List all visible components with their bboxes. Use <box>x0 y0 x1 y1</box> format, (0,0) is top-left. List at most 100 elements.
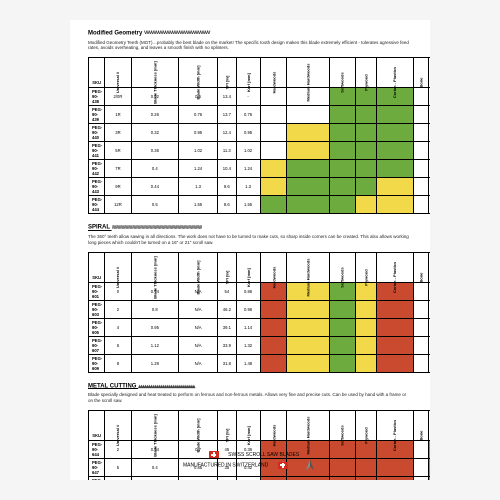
tpi-cell: 10.4 <box>218 160 237 178</box>
material-cell <box>413 106 428 124</box>
col-header: Universal # <box>105 252 131 282</box>
material-cell <box>330 196 355 214</box>
col-header: Blade Width [mm] <box>179 252 218 282</box>
section: Modified Geometry vvvvvvvvvvvvvvvvvvvvvv… <box>88 30 412 214</box>
material-cell <box>355 160 376 178</box>
thickness-cell: 1.28 <box>131 354 178 372</box>
section: SPIRAL ≋≋≋≋≋≋≋≋≋≋≋≋≋≋≋≋≋≋≋≋≋≋≋≋ The 360°… <box>88 224 412 372</box>
col-header: Alum., Brass, Copper <box>428 410 430 440</box>
kerf-cell: 1.32 <box>236 336 260 354</box>
width-cell: 1.02 <box>179 142 218 160</box>
col-header: SKU <box>89 252 105 282</box>
material-cell <box>260 178 287 196</box>
universal-cell: 4 <box>105 318 131 336</box>
thickness-cell: 0.95 <box>131 318 178 336</box>
material-cell <box>330 106 355 124</box>
material-cell <box>413 476 428 480</box>
material-cell <box>413 318 428 336</box>
sku-cell: PEG-90-441 <box>89 142 105 160</box>
material-cell <box>330 476 355 480</box>
material-cell <box>377 124 413 142</box>
material-cell <box>428 318 430 336</box>
material-cell <box>413 124 428 142</box>
thickness-cell: 0.5 <box>131 196 178 214</box>
material-cell <box>377 196 413 214</box>
col-header: Softwoods <box>330 252 355 282</box>
material-cell <box>287 354 330 372</box>
material-cell <box>260 318 287 336</box>
material-cell <box>413 142 428 160</box>
width-cell: N/A <box>179 300 218 318</box>
table-row: PEG-90-442 7R 0.4 1.24 10.4 1.24 10-30 ● <box>89 160 431 178</box>
material-cell <box>330 142 355 160</box>
col-header: Universal # <box>105 410 131 440</box>
col-header: Medium Hardwoods <box>287 58 330 88</box>
material-cell <box>428 336 430 354</box>
col-header: Corian - Plastics <box>377 58 413 88</box>
table-row: PEG-90-441 5R 0.36 1.02 11.3 1.02 8-25 <box>89 142 431 160</box>
material-cell <box>287 196 330 214</box>
material-cell <box>377 476 413 480</box>
material-cell <box>330 160 355 178</box>
sku-cell: PEG-90-605 <box>89 318 105 336</box>
material-cell <box>377 318 413 336</box>
sku-cell: PEG-90-443 <box>89 178 105 196</box>
table-row: PEG-90-609 8 1.28 N/A 31.8 1.48 3-10 ● <box>89 354 431 372</box>
col-header: TPI [in] <box>218 58 237 88</box>
kerf-cell: 0.95 <box>236 124 260 142</box>
universal-cell: 12R <box>105 196 131 214</box>
width-cell: N/A <box>179 354 218 372</box>
col-header: Bone <box>413 58 428 88</box>
width-cell: 1.3 <box>179 178 218 196</box>
col-header: Universal # <box>105 58 131 88</box>
col-header: Corian - Plastics <box>377 252 413 282</box>
material-cell <box>428 196 430 214</box>
table-row: PEG-90-444 12R 0.5 1.55 8.6 1.55 15-40 ● <box>89 196 431 214</box>
col-header: TPI [in] <box>218 410 237 440</box>
col-header: Bone <box>413 252 428 282</box>
col-header: Medium Hardwoods <box>287 252 330 282</box>
section-title: METAL CUTTING ▴▴▴▴▴▴▴▴▴▴▴▴▴▴▴▴▴▴▴▴▴▴▴▴▴▴… <box>88 383 412 390</box>
thickness-cell: 0.4 <box>131 160 178 178</box>
width-cell: 1.55 <box>179 196 218 214</box>
universal-cell: 8 <box>105 354 131 372</box>
document-page: Modified Geometry vvvvvvvvvvvvvvvvvvvvvv… <box>70 20 430 480</box>
col-header: TPI [in] <box>218 252 237 282</box>
sku-cell: PEG-90-439 <box>89 106 105 124</box>
material-cell <box>260 196 287 214</box>
material-cell <box>330 318 355 336</box>
material-cell <box>330 336 355 354</box>
universal-cell: 3R <box>105 124 131 142</box>
tpi-cell: 29 <box>218 476 237 480</box>
material-cell <box>428 142 430 160</box>
material-cell <box>260 300 287 318</box>
table-row: PEG-90-607 6 1.12 N/A 33.9 1.32 2.5-8 ● <box>89 336 431 354</box>
blade-table: SKUUniversal #Blade Thickness [mm]Blade … <box>88 252 430 373</box>
col-header: SKU <box>89 58 105 88</box>
material-cell <box>413 336 428 354</box>
width-cell: 0.95 <box>179 124 218 142</box>
material-cell <box>428 476 430 480</box>
material-cell <box>330 124 355 142</box>
sku-cell: PEG-90-601 <box>89 282 105 300</box>
thickness-cell: 0.36 <box>131 142 178 160</box>
col-header: Hardwoods <box>260 410 287 440</box>
tpi-cell: 31.8 <box>218 354 237 372</box>
material-cell <box>287 160 330 178</box>
material-cell <box>260 336 287 354</box>
sku-cell: PEG-90-440 <box>89 124 105 142</box>
kerf-cell: 1.24 <box>236 160 260 178</box>
kerf-cell: 1.02 <box>236 142 260 160</box>
kerf-cell: 0.76 <box>236 106 260 124</box>
material-cell <box>355 178 376 196</box>
col-header: Medium Hardwoods <box>287 410 330 440</box>
kerf-cell: 1.3 <box>236 178 260 196</box>
tooth-pattern-icon: ≋≋≋≋≋≋≋≋≋≋≋≋≋≋≋≋≋≋≋≋≋≋≋≋ <box>112 224 202 230</box>
sku-cell: PEG-90-607 <box>89 336 105 354</box>
material-cell <box>330 300 355 318</box>
material-cell <box>355 354 376 372</box>
material-cell <box>377 336 413 354</box>
tpi-cell: 46.2 <box>218 300 237 318</box>
col-header: Blade Thickness [mm] <box>131 252 178 282</box>
col-header: Kerf [mm] <box>236 58 260 88</box>
